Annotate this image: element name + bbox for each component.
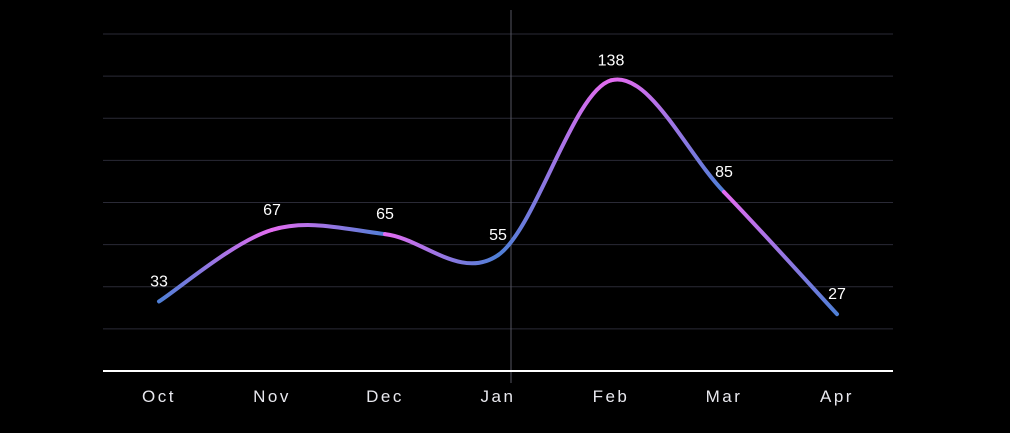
data-label-apr: 27: [828, 286, 846, 303]
drop-lines: [158, 80, 838, 371]
data-label-oct: 33: [150, 274, 168, 291]
line-segment-mar-apr: [722, 189, 839, 317]
x-tick-label-apr: Apr: [820, 387, 854, 406]
line-segment-nov-dec: [270, 223, 387, 237]
x-tick-label-jan: Jan: [481, 387, 516, 406]
data-label-nov: 67: [263, 202, 281, 219]
data-label-dec: 65: [376, 206, 394, 223]
line-segment-oct-nov: [157, 227, 274, 304]
series-line: [157, 77, 839, 317]
grid-lines: [103, 33, 893, 330]
x-tick-label-nov: Nov: [253, 387, 291, 406]
line-segment-feb-mar: [609, 77, 726, 194]
x-tick-label-mar: Mar: [706, 387, 743, 406]
line-segment-dec-jan: [383, 232, 500, 266]
x-tick-label-feb: Feb: [593, 387, 630, 406]
data-label-jan: 55: [489, 227, 507, 244]
x-tick-label-oct: Oct: [142, 387, 176, 406]
data-label-feb: 138: [598, 52, 625, 69]
x-tick-labels: Oct Nov Dec Jan Feb Mar Apr: [142, 387, 854, 406]
x-tick-label-dec: Dec: [366, 387, 404, 406]
line-segment-jan-feb: [496, 78, 613, 258]
data-label-mar: 85: [715, 164, 733, 181]
data-labels: 33 67 65 55 138 85 27: [150, 52, 846, 303]
